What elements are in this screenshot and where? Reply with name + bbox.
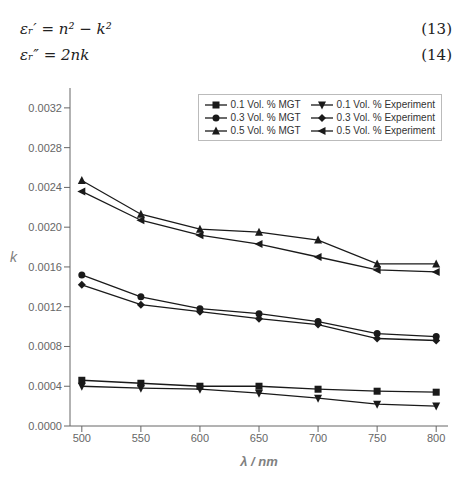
svg-text:0.0016: 0.0016 [28,261,62,273]
svg-text:0.0012: 0.0012 [28,301,62,313]
html-text:0.5 Vol. % Experiment: 0.5 Vol. % Experiment [336,125,435,136]
svg-text:k: k [10,249,18,265]
html-text:0.3 Vol. % MGT: 0.3 Vol. % MGT [230,112,301,123]
svg-text:750: 750 [368,432,386,444]
svg-text:550: 550 [132,432,150,444]
svg-text:0.0004: 0.0004 [28,380,62,392]
html-text:0.5 Vol. % MGT: 0.5 Vol. % MGT [230,125,301,136]
svg-text:600: 600 [191,432,209,444]
svg-text:0.0024: 0.0024 [28,181,62,193]
html-text:(14): (14) [421,46,452,64]
svg-text:800: 800 [427,432,445,444]
svg-text:0.0008: 0.0008 [28,340,62,352]
html-text:0.3 Vol. % Experiment: 0.3 Vol. % Experiment [336,112,435,123]
svg-text:700: 700 [309,432,327,444]
svg-text:0.0000: 0.0000 [28,420,62,432]
svg-text:λ / nm: λ / nm [239,454,278,469]
html-text:(13): (13) [421,20,452,38]
svg-text:500: 500 [73,432,91,444]
svg-text:650: 650 [250,432,268,444]
svg-text:0.0020: 0.0020 [28,221,62,233]
html-text:0.1 Vol. % Experiment: 0.1 Vol. % Experiment [336,99,435,110]
svg-text:0.0028: 0.0028 [28,142,62,154]
html-text:εᵣ″ = 2nk: εᵣ″ = 2nk [20,46,90,64]
svg-text:0.0032: 0.0032 [28,102,62,114]
html-text:εᵣ′ = n² − k²: εᵣ′ = n² − k² [20,20,112,38]
html-text:0.1 Vol. % MGT: 0.1 Vol. % MGT [230,99,301,110]
